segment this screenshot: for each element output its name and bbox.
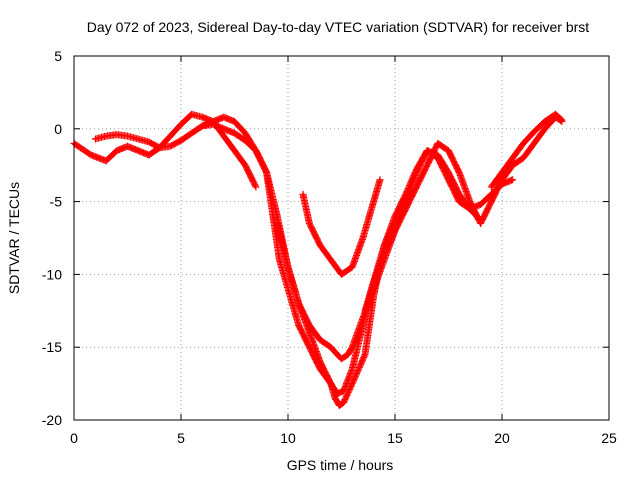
- series-pass-7: [487, 110, 566, 191]
- x-tick-label: 5: [177, 430, 185, 446]
- axis-tick-labels: 0 5 10 15 20 25 5 0 -5 -10 -15 -20: [42, 48, 617, 446]
- series-pass-5: [299, 176, 384, 278]
- chart-title: Day 072 of 2023, Sidereal Day-to-day VTE…: [87, 19, 589, 35]
- x-tick-label: 10: [280, 430, 296, 446]
- axis-ticks: [73, 55, 610, 421]
- y-tick-label: -10: [42, 266, 62, 282]
- y-tick-label: -5: [50, 194, 63, 210]
- data-point: [376, 176, 384, 184]
- data-series-layer: [70, 110, 566, 409]
- y-tick-label: 0: [54, 121, 62, 137]
- series-pass-6: [361, 113, 566, 315]
- x-tick-label: 25: [601, 430, 617, 446]
- plot-frame: [73, 55, 610, 421]
- series-pass-4: [273, 147, 517, 409]
- y-tick-label: -15: [42, 339, 62, 355]
- data-point: [557, 115, 565, 123]
- y-tick-label: 5: [54, 48, 62, 64]
- data-point: [558, 116, 566, 124]
- data-point: [251, 182, 259, 190]
- x-tick-label: 15: [387, 430, 403, 446]
- data-point: [509, 176, 517, 184]
- data-point: [360, 352, 368, 360]
- grid: [74, 56, 609, 420]
- x-tick-label: 0: [70, 430, 78, 446]
- y-tick-label: -20: [42, 412, 62, 428]
- x-tick-label: 20: [494, 430, 510, 446]
- series-pass-2: [91, 120, 399, 363]
- y-axis-label: SDTVAR / TECUs: [6, 182, 22, 294]
- data-point: [252, 183, 260, 191]
- x-axis-label: GPS time / hours: [287, 457, 394, 473]
